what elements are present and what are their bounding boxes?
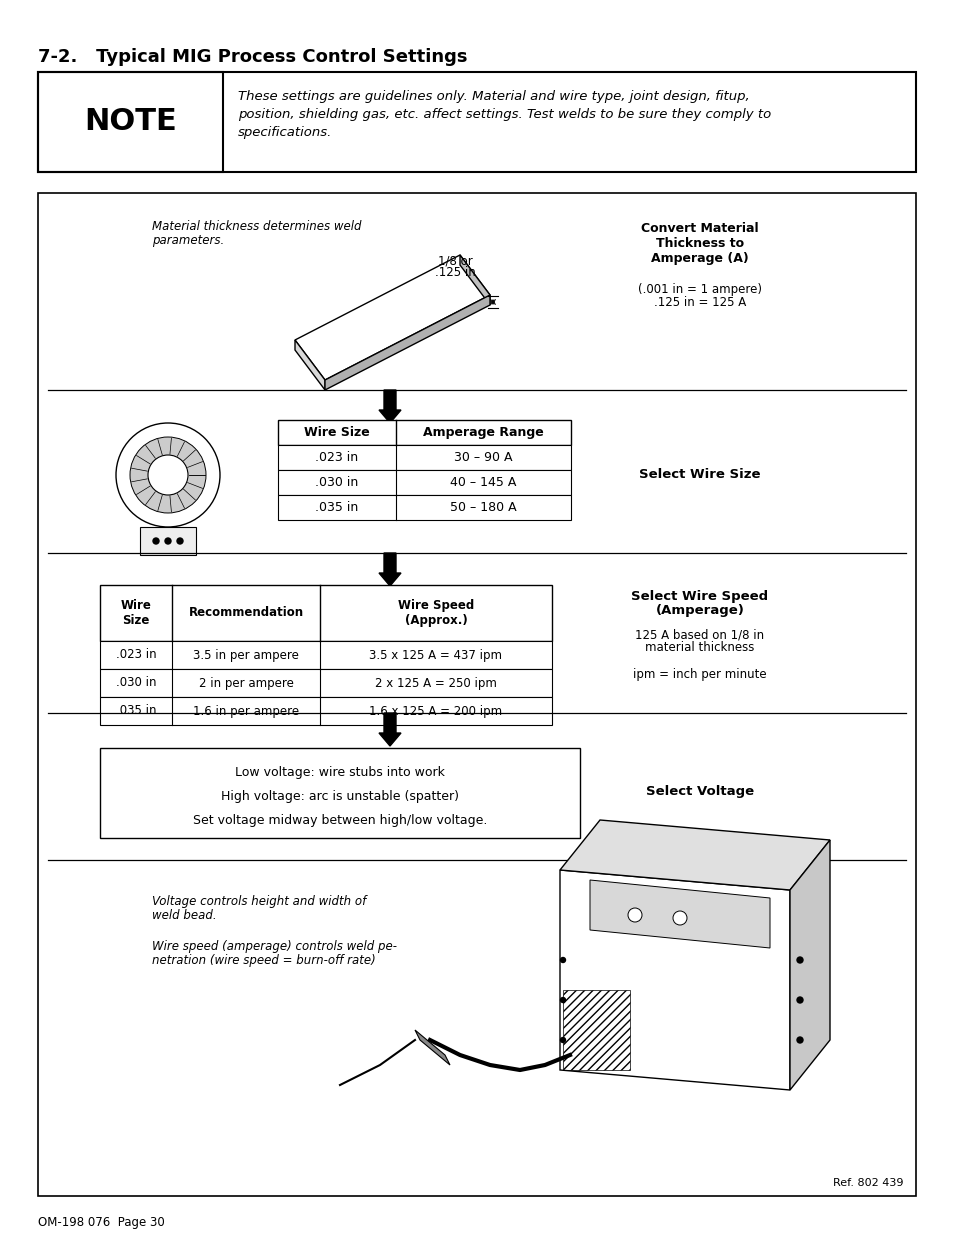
Text: Recommendation: Recommendation: [189, 606, 303, 620]
Text: Low voltage: wire stubs into work: Low voltage: wire stubs into work: [234, 766, 444, 779]
Text: netration (wire speed = burn-off rate): netration (wire speed = burn-off rate): [152, 953, 375, 967]
Text: 3.5 in per ampere: 3.5 in per ampere: [193, 648, 298, 662]
Text: .023 in: .023 in: [115, 648, 156, 662]
Text: .125 in: .125 in: [435, 266, 475, 279]
Text: Ref. 802 439: Ref. 802 439: [833, 1178, 903, 1188]
Text: 2 x 125 A = 250 ipm: 2 x 125 A = 250 ipm: [375, 677, 497, 689]
Text: 1/8 or: 1/8 or: [437, 254, 472, 268]
Text: 30 – 90 A: 30 – 90 A: [454, 451, 512, 464]
Text: .035 in: .035 in: [151, 462, 185, 472]
Polygon shape: [559, 869, 789, 1091]
Polygon shape: [789, 840, 829, 1091]
Bar: [277, 495, 571, 520]
Text: specifications.: specifications.: [237, 126, 332, 140]
Text: 50 – 180 A: 50 – 180 A: [450, 501, 517, 514]
Circle shape: [560, 998, 565, 1003]
Text: .030 in: .030 in: [315, 475, 358, 489]
Bar: [140, 527, 195, 555]
Text: Amperage Range: Amperage Range: [423, 426, 543, 438]
Circle shape: [627, 908, 641, 923]
Polygon shape: [415, 1030, 450, 1065]
Polygon shape: [378, 713, 400, 746]
Text: position, shielding gas, etc. affect settings. Test welds to be sure they comply: position, shielding gas, etc. affect set…: [237, 107, 770, 121]
Circle shape: [152, 538, 159, 543]
Polygon shape: [559, 820, 829, 890]
Circle shape: [560, 957, 565, 962]
Text: Voltage controls height and width of: Voltage controls height and width of: [152, 895, 366, 908]
Polygon shape: [294, 254, 490, 380]
Text: .035 in: .035 in: [115, 704, 156, 718]
Text: Select Wire Speed: Select Wire Speed: [631, 590, 768, 603]
Text: OM-198 076  Page 30: OM-198 076 Page 30: [38, 1216, 165, 1229]
Bar: [277, 471, 571, 495]
Circle shape: [796, 997, 802, 1003]
Text: material thickness: material thickness: [644, 641, 754, 655]
Text: 1.6 in per ampere: 1.6 in per ampere: [193, 704, 298, 718]
Text: 40 – 145 A: 40 – 145 A: [450, 475, 517, 489]
Text: .125 in = 125 A: .125 in = 125 A: [653, 296, 745, 309]
Text: 125 A based on 1/8 in: 125 A based on 1/8 in: [635, 629, 763, 641]
Text: (.001 in = 1 ampere): (.001 in = 1 ampere): [638, 283, 761, 296]
Text: weld bead.: weld bead.: [152, 909, 216, 923]
Text: Wire Speed
(Approx.): Wire Speed (Approx.): [397, 599, 474, 627]
Text: NOTE: NOTE: [84, 107, 176, 137]
Polygon shape: [325, 295, 490, 390]
Text: 3.5 x 125 A = 437 ipm: 3.5 x 125 A = 437 ipm: [369, 648, 502, 662]
Circle shape: [796, 1037, 802, 1044]
Bar: [100, 697, 552, 725]
Circle shape: [672, 911, 686, 925]
Text: These settings are guidelines only. Material and wire type, joint design, fitup,: These settings are guidelines only. Mate…: [237, 90, 749, 103]
Bar: [100, 669, 552, 697]
Bar: [38, 72, 915, 172]
Text: .035 in: .035 in: [315, 501, 358, 514]
Text: Select Wire Size: Select Wire Size: [639, 468, 760, 480]
Text: Wire
Size: Wire Size: [120, 599, 152, 627]
Text: Material thickness determines weld: Material thickness determines weld: [152, 220, 361, 233]
Circle shape: [148, 454, 188, 495]
Bar: [100, 748, 579, 839]
Text: ipm = inch per minute: ipm = inch per minute: [633, 668, 766, 680]
Text: .023 in: .023 in: [315, 451, 358, 464]
Polygon shape: [459, 254, 490, 305]
Text: 1.6 x 125 A = 200 ipm: 1.6 x 125 A = 200 ipm: [369, 704, 502, 718]
Bar: [277, 445, 571, 471]
Circle shape: [560, 1037, 565, 1042]
Text: (Amperage): (Amperage): [655, 604, 743, 618]
Text: Convert Material
Thickness to
Amperage (A): Convert Material Thickness to Amperage (…: [640, 222, 758, 266]
Text: Set voltage midway between high/low voltage.: Set voltage midway between high/low volt…: [193, 814, 487, 827]
Circle shape: [796, 957, 802, 963]
Text: Wire Size: Wire Size: [304, 426, 370, 438]
Text: 7-2.   Typical MIG Process Control Settings: 7-2. Typical MIG Process Control Setting…: [38, 48, 467, 65]
Text: .030 in: .030 in: [115, 677, 156, 689]
Polygon shape: [378, 390, 400, 424]
Circle shape: [116, 424, 220, 527]
Circle shape: [177, 538, 183, 543]
Bar: [38, 72, 223, 172]
Text: Select Voltage: Select Voltage: [645, 785, 753, 798]
Bar: [100, 641, 552, 669]
Polygon shape: [589, 881, 769, 948]
Text: Wire speed (amperage) controls weld pe-: Wire speed (amperage) controls weld pe-: [152, 940, 396, 953]
Polygon shape: [378, 553, 400, 585]
Bar: [705, 905, 750, 930]
Bar: [38, 193, 915, 1195]
Circle shape: [165, 538, 171, 543]
Bar: [100, 585, 552, 641]
Text: 2 in per ampere: 2 in per ampere: [198, 677, 294, 689]
Text: High voltage: arc is unstable (spatter): High voltage: arc is unstable (spatter): [221, 790, 458, 803]
Polygon shape: [294, 340, 325, 390]
Bar: [277, 420, 571, 445]
Circle shape: [130, 437, 206, 513]
Text: parameters.: parameters.: [152, 233, 224, 247]
